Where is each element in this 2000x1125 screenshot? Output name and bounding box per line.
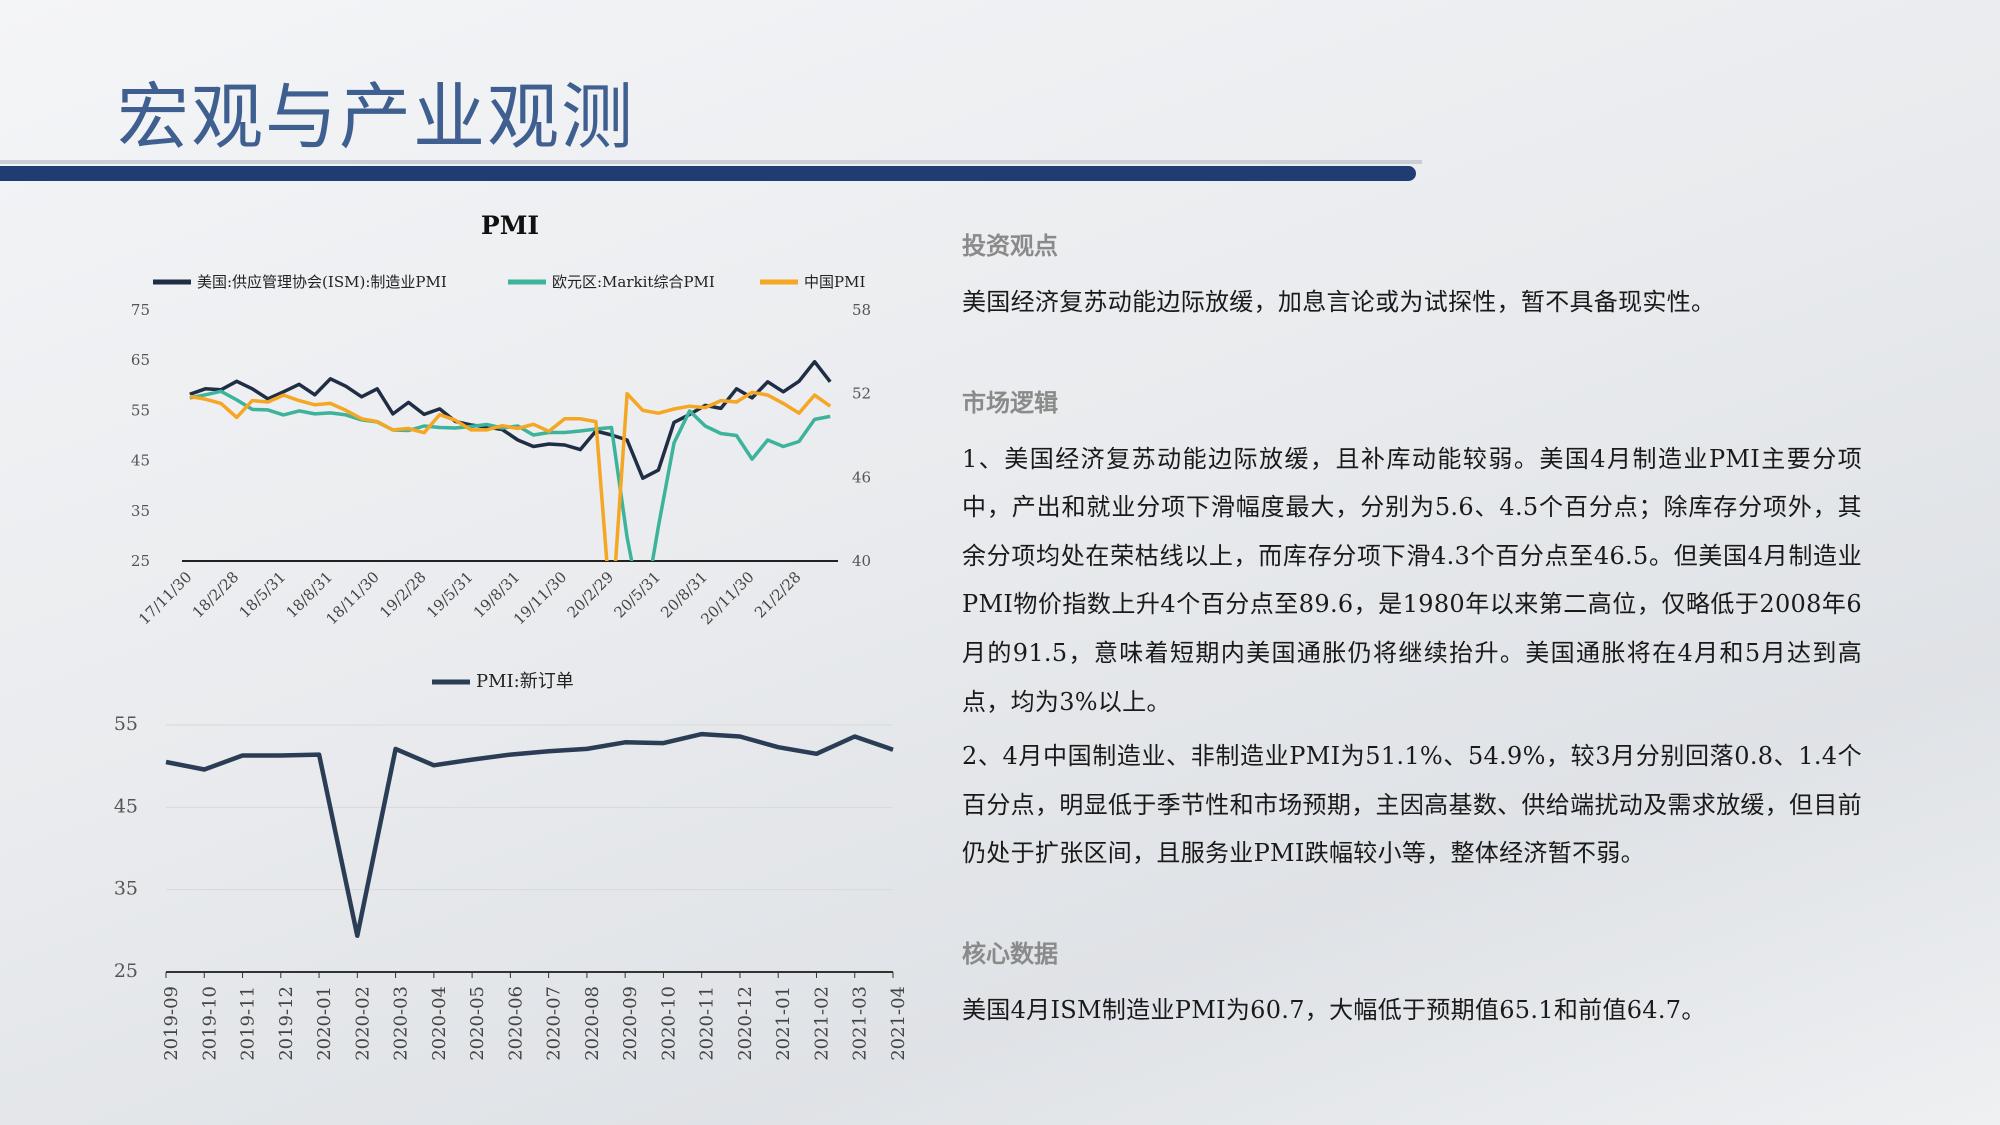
x-tick-label: 18/2/28 — [189, 568, 243, 622]
y-tick-label: 45 — [114, 795, 138, 817]
y-tick-label: 25 — [131, 552, 150, 570]
y2-tick-label: 58 — [852, 301, 871, 319]
paragraph: 美国经济复苏动能边际放缓，加息言论或为试探性，暂不具备现实性。 — [962, 288, 1716, 316]
x-tick-label: 2019-11 — [238, 986, 259, 1061]
legend-label: 欧元区:Markit综合PMI — [552, 273, 715, 291]
y2-tick-label: 46 — [852, 468, 871, 486]
charts: PMI 25 35 45 55 65 75 40 46 52 58 17/11/3018/2/2818… — [114, 211, 909, 1061]
series-line — [189, 390, 832, 561]
x-tick-label: 2020-10 — [658, 986, 679, 1061]
x-tick-label: 2021-01 — [773, 986, 794, 1061]
text-panel: 投资观点美国经济复苏动能边际放缓，加息言论或为试探性，暂不具备现实性。 市场逻辑 1… — [962, 226, 1862, 1091]
legend-label: 中国PMI — [804, 273, 865, 291]
x-tick-label: 19/2/28 — [376, 568, 430, 622]
y-tick-label: 65 — [131, 351, 150, 369]
section-heading: 市场逻辑 — [962, 387, 1058, 417]
y-tick-label: 35 — [114, 878, 138, 900]
y-tick-label: 35 — [131, 502, 150, 520]
y-tick-label: 45 — [131, 452, 150, 470]
x-tick-label: 2020-11 — [697, 986, 718, 1061]
legend-label: 美国:供应管理协会(ISM):制造业PMI — [197, 273, 447, 291]
x-tick-label: 2020-08 — [582, 986, 603, 1061]
x-tick-label: 2021-03 — [850, 986, 871, 1061]
x-tick-label: 2019-10 — [199, 986, 220, 1061]
x-tick-label: 2019-12 — [276, 986, 297, 1061]
paragraph: 美国4月ISM制造业PMI为60.7，大幅低于预期值65.1和前值64.7。 — [962, 995, 1706, 1024]
x-tick-label: 18/5/31 — [236, 568, 290, 622]
x-tick-label: 17/11/30 — [135, 568, 195, 628]
section: 核心数据美国4月ISM制造业PMI为60.7，大幅低于预期值65.1和前值64.… — [962, 934, 1862, 1035]
x-tick-label: 2021-04 — [888, 986, 909, 1061]
paragraph: 2、4月中国制造业、非制造业PMI为51.1%、54.9%，较3月分别回落0.8… — [962, 742, 1862, 868]
x-tick-label: 20/5/31 — [610, 568, 664, 622]
x-tick-label: 2020-04 — [429, 986, 450, 1061]
section: 市场逻辑 1、美国经济复苏动能边际放缓，且补库动能较弱。美国4月制造业PMI主要分… — [962, 383, 1862, 878]
x-tick-label: 2020-02 — [352, 986, 373, 1061]
slide-title: 宏观与产业观测 — [117, 75, 636, 159]
x-tick-label: 2020-05 — [467, 986, 488, 1061]
x-tick-label: 2020-12 — [735, 986, 756, 1061]
x-tick-label: 20/2/29 — [564, 568, 618, 622]
x-tick-label: 2020-03 — [391, 986, 412, 1061]
y2-tick-label: 40 — [852, 552, 871, 570]
section: 投资观点美国经济复苏动能边际放缓，加息言论或为试探性，暂不具备现实性。 — [962, 226, 1862, 327]
x-tick-label: 21/2/28 — [751, 568, 805, 622]
series-line — [165, 731, 894, 939]
x-tick-label: 19/5/31 — [423, 568, 477, 622]
section-heading: 投资观点 — [962, 231, 1058, 260]
y-tick-label: 55 — [114, 713, 138, 735]
divider-bar — [0, 166, 1416, 181]
x-tick-label: 2020-09 — [620, 986, 641, 1061]
x-tick-label: 2021-02 — [811, 986, 832, 1061]
x-tick-label: 2020-01 — [314, 986, 335, 1061]
y-tick-label: 75 — [131, 301, 150, 319]
chart-title: PMI — [481, 211, 539, 240]
x-tick-label: 2020-07 — [544, 986, 565, 1061]
x-tick-label: 2019-09 — [161, 986, 182, 1061]
x-tick-label: 2020-06 — [505, 986, 526, 1061]
paragraph: 1、美国经济复苏动能边际放缓，且补库动能较弱。美国4月制造业PMI主要分项中，产… — [962, 444, 1862, 716]
y-tick-label: 25 — [114, 960, 138, 982]
y2-tick-label: 52 — [852, 385, 871, 403]
y-tick-label: 55 — [131, 401, 150, 419]
series-line — [189, 359, 832, 480]
section-heading: 核心数据 — [962, 938, 1058, 968]
divider-shadow — [0, 160, 1422, 164]
legend-label: PMI:新订单 — [476, 671, 574, 692]
